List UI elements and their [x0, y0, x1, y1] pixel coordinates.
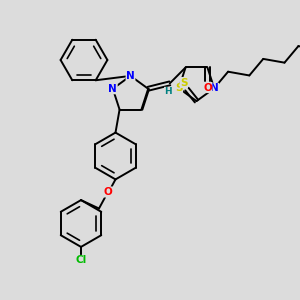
Text: N: N: [108, 84, 117, 94]
Text: S: S: [180, 77, 188, 88]
Text: O: O: [203, 82, 212, 93]
Text: O: O: [103, 187, 112, 197]
Text: N: N: [126, 71, 135, 81]
Text: Cl: Cl: [75, 255, 87, 266]
Text: H: H: [164, 87, 172, 96]
Text: N: N: [210, 83, 219, 93]
Text: S: S: [175, 83, 183, 93]
